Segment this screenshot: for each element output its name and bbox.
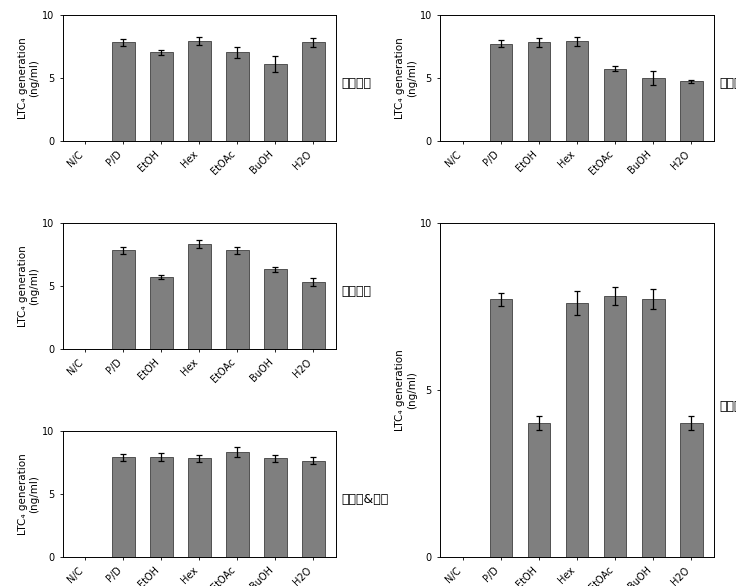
Y-axis label: LTC₄ generation
(ng/ml): LTC₄ generation (ng/ml) — [18, 245, 39, 326]
Text: 장어머리: 장어머리 — [342, 77, 372, 90]
Bar — [302, 461, 325, 557]
Y-axis label: LTC₄ generation
(ng/ml): LTC₄ generation (ng/ml) — [18, 37, 39, 118]
Bar — [150, 53, 173, 141]
Bar — [150, 457, 173, 557]
Bar — [642, 299, 665, 557]
Y-axis label: LTC₄ generation
(ng/ml): LTC₄ generation (ng/ml) — [395, 37, 417, 118]
Text: 장어뇈&내장: 장어뇈&내장 — [342, 493, 389, 506]
Bar — [112, 250, 135, 349]
Text: 장어긚질: 장어긚질 — [342, 285, 372, 298]
Bar — [112, 457, 135, 557]
Bar — [226, 53, 249, 141]
Bar — [302, 282, 325, 349]
Text: 통장어: 통장어 — [719, 400, 736, 413]
Bar — [226, 452, 249, 557]
Bar — [566, 41, 589, 141]
Bar — [604, 296, 626, 557]
Bar — [188, 41, 210, 141]
Bar — [112, 42, 135, 141]
Bar — [188, 458, 210, 557]
Bar — [226, 250, 249, 349]
Y-axis label: LTC₄ generation
(ng/ml): LTC₄ generation (ng/ml) — [18, 453, 39, 534]
Text: 장어육: 장어육 — [719, 77, 736, 90]
Bar — [302, 42, 325, 141]
Y-axis label: LTC₄ generation
(ng/ml): LTC₄ generation (ng/ml) — [395, 349, 417, 431]
Bar — [264, 458, 287, 557]
Bar — [528, 423, 551, 557]
Bar — [188, 244, 210, 349]
Bar — [264, 270, 287, 349]
Bar — [489, 299, 512, 557]
Bar — [680, 81, 703, 141]
Bar — [680, 423, 703, 557]
Bar — [150, 277, 173, 349]
Bar — [489, 43, 512, 141]
Bar — [528, 42, 551, 141]
Bar — [264, 64, 287, 141]
Bar — [642, 78, 665, 141]
Bar — [604, 69, 626, 141]
Bar — [566, 303, 589, 557]
